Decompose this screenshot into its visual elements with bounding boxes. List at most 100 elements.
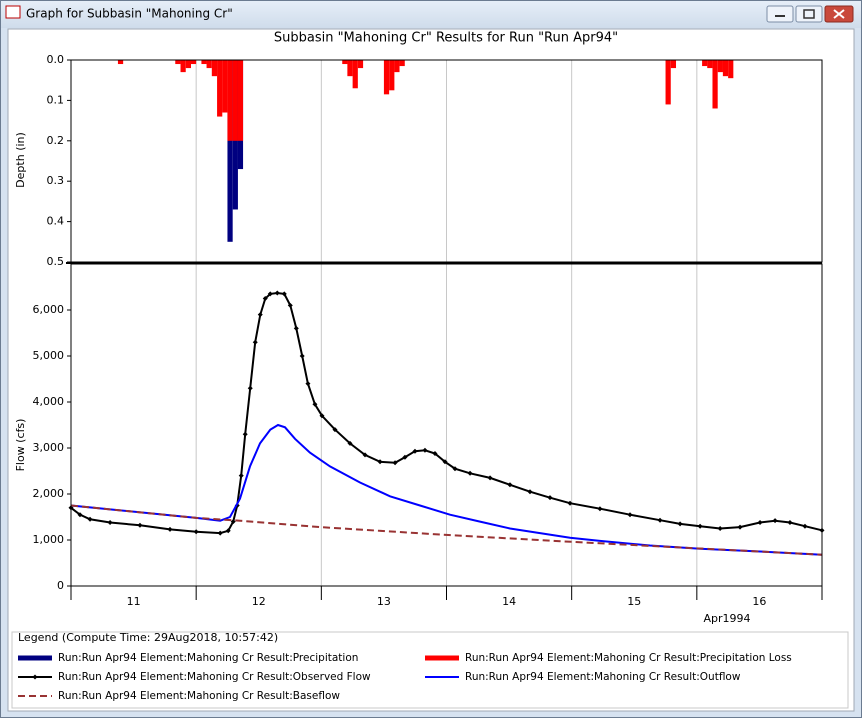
marker: [262, 296, 268, 301]
marker: [167, 526, 173, 532]
bar: [217, 60, 223, 117]
marker: [547, 495, 553, 501]
marker: [802, 523, 808, 529]
y-tick-label: 0.5: [47, 255, 65, 268]
bar: [707, 60, 713, 69]
minimize-button[interactable]: [766, 5, 794, 23]
y-axis-label: Depth (in): [14, 132, 27, 188]
minimize-icon: [775, 15, 785, 17]
bar: [180, 60, 186, 73]
bar: [702, 60, 708, 67]
marker: [737, 524, 743, 530]
marker: [697, 523, 703, 529]
bar: [728, 60, 734, 79]
bar: [352, 60, 358, 89]
bar: [347, 60, 353, 77]
marker: [627, 512, 633, 518]
marker: [267, 291, 273, 297]
y-axis-label: Flow (cfs): [14, 419, 27, 472]
bar: [717, 60, 723, 73]
marker: [299, 353, 305, 359]
bar: [389, 60, 395, 91]
marker: [137, 522, 143, 528]
bar: [670, 60, 677, 69]
close-icon: [833, 9, 845, 19]
marker: [787, 520, 793, 526]
maximize-icon: [803, 9, 815, 19]
legend-box: [11, 631, 849, 709]
marker: [597, 506, 603, 512]
y-tick-label: 0.4: [47, 215, 65, 228]
marker: [287, 302, 293, 308]
marker: [107, 520, 113, 526]
title-bar: [1, 1, 861, 28]
y-tick-label: 5,000: [33, 349, 65, 362]
bar: [222, 60, 228, 113]
marker: [319, 413, 325, 419]
marker: [362, 452, 368, 458]
marker: [87, 516, 93, 522]
bar: [117, 60, 124, 65]
marker: [402, 454, 408, 460]
content: [7, 28, 855, 712]
legend-label: Run:Run Apr94 Element:Mahoning Cr Result…: [58, 690, 340, 702]
marker: [247, 385, 253, 391]
marker: [257, 312, 263, 318]
marker: [487, 475, 493, 481]
line: [70, 423, 823, 556]
bar: [342, 60, 348, 65]
y-tick-label: 2,000: [33, 487, 65, 500]
y-tick-label: 0.1: [47, 93, 65, 106]
bar: [227, 60, 233, 141]
bar: [357, 60, 364, 69]
y-tick-label: 0.3: [47, 174, 65, 187]
line: [70, 504, 823, 556]
bar: [383, 60, 390, 95]
marker: [225, 528, 231, 534]
bar: [175, 60, 181, 65]
y-tick-label: 6,000: [33, 303, 65, 316]
x-axis-label: Apr1994: [703, 612, 750, 625]
bar: [237, 60, 244, 141]
bar: [232, 60, 238, 141]
maximize-button[interactable]: [795, 5, 823, 23]
bar: [394, 60, 400, 73]
x-tick-label: 14: [502, 595, 516, 608]
x-tick-label: 16: [752, 595, 766, 608]
bar: [712, 60, 718, 109]
bar: [665, 60, 671, 105]
legend-marker: [32, 674, 38, 680]
marker: [305, 381, 311, 387]
x-tick-label: 12: [252, 595, 266, 608]
marker: [507, 482, 513, 488]
app-icon: [5, 5, 21, 19]
marker: [274, 290, 280, 296]
marker: [392, 460, 398, 466]
marker: [657, 517, 663, 523]
marker: [77, 512, 83, 518]
marker: [238, 473, 244, 479]
legend-label: Run:Run Apr94 Element:Mahoning Cr Result…: [465, 671, 741, 683]
bar: [211, 60, 218, 77]
marker: [281, 291, 287, 297]
marker: [347, 440, 353, 446]
marker: [442, 459, 448, 465]
legend-label: Run:Run Apr94 Element:Mahoning Cr Result…: [465, 652, 792, 664]
marker: [527, 489, 533, 495]
y-tick-label: 0.2: [47, 134, 65, 147]
marker: [252, 339, 258, 345]
legend-label: Run:Run Apr94 Element:Mahoning Cr Result…: [58, 652, 358, 664]
y-tick-label: 0.0: [47, 53, 65, 66]
y-tick-label: 0: [57, 579, 64, 592]
marker: [217, 530, 223, 536]
marker: [230, 519, 236, 525]
marker: [332, 427, 338, 433]
chart-title: Subbasin "Mahoning Cr" Results for Run "…: [274, 31, 618, 46]
bar: [227, 60, 233, 242]
marker: [293, 325, 299, 331]
marker: [193, 529, 199, 535]
marker: [467, 470, 473, 476]
marker: [717, 526, 723, 531]
